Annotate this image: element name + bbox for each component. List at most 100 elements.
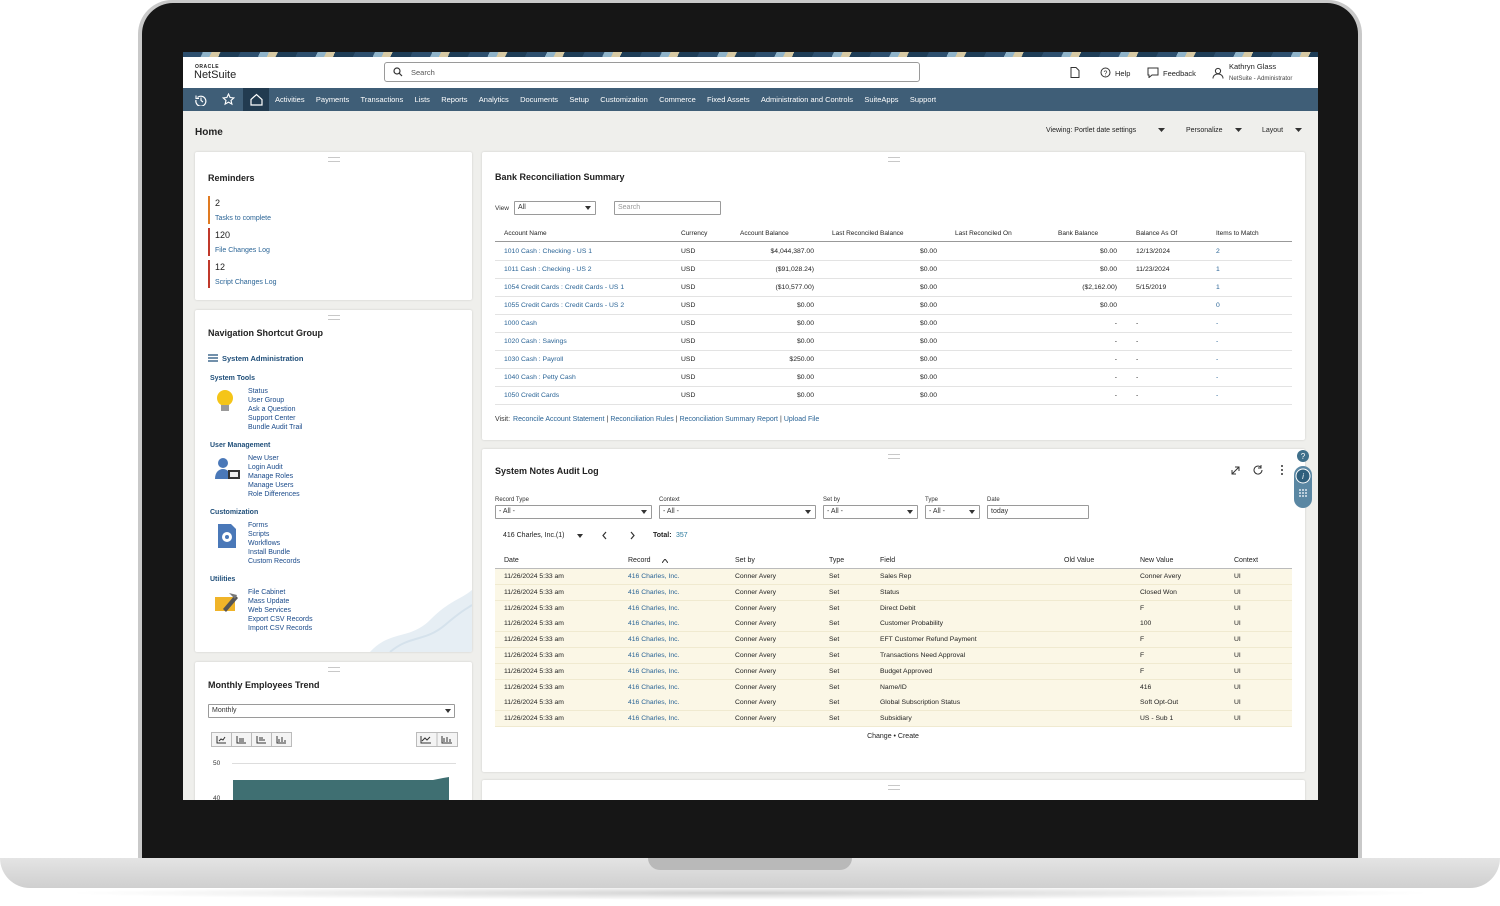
layout-menu[interactable]: Layout bbox=[1262, 127, 1284, 134]
cell[interactable]: 0 bbox=[1216, 302, 1220, 309]
reminder-label[interactable]: Tasks to complete bbox=[215, 215, 272, 222]
feedback-link[interactable]: Feedback bbox=[1163, 69, 1196, 78]
reminder-count[interactable]: 2 bbox=[215, 198, 221, 208]
shortcut-link[interactable]: Import CSV Records bbox=[248, 625, 313, 632]
document-icon[interactable] bbox=[1070, 67, 1080, 78]
shortcut-link[interactable]: Manage Roles bbox=[248, 473, 294, 480]
feedback-icon[interactable] bbox=[1147, 67, 1159, 78]
shortcut-link[interactable]: Export CSV Records bbox=[248, 616, 313, 623]
shortcut-link[interactable]: Ask a Question bbox=[248, 406, 296, 413]
record-link[interactable]: 416 Charles, Inc. bbox=[628, 715, 680, 723]
viewing-menu[interactable]: Viewing: Portlet date settings bbox=[1046, 127, 1137, 134]
drag-handle[interactable] bbox=[887, 454, 900, 459]
home-tab[interactable] bbox=[243, 88, 269, 111]
nav-item[interactable]: Support bbox=[909, 95, 937, 104]
portlet-actions[interactable] bbox=[1230, 464, 1300, 476]
cell[interactable]: 1 bbox=[1216, 284, 1220, 291]
nav-item[interactable]: Analytics bbox=[478, 95, 509, 104]
drag-handle[interactable] bbox=[887, 157, 900, 162]
nav-item[interactable]: SuiteApps bbox=[864, 95, 899, 104]
reminder-label[interactable]: Script Changes Log bbox=[215, 279, 277, 286]
record-link[interactable]: 416 Charles, Inc. bbox=[628, 683, 680, 691]
nav-item[interactable]: Activities bbox=[275, 95, 305, 104]
account-link[interactable]: 1030 Cash : Payroll bbox=[504, 356, 564, 363]
cell[interactable]: - bbox=[1216, 356, 1219, 363]
nav-item[interactable]: Documents bbox=[520, 95, 559, 104]
shortcut-link[interactable]: Web Services bbox=[248, 607, 292, 614]
recent-icon[interactable] bbox=[195, 94, 207, 106]
account-link[interactable]: 1010 Cash : Checking - US 1 bbox=[504, 248, 593, 255]
record-link[interactable]: 416 Charles, Inc. bbox=[628, 699, 680, 707]
shortcut-link[interactable]: Forms bbox=[248, 522, 268, 529]
logo[interactable]: NetSuite bbox=[194, 69, 237, 81]
filter-select[interactable]: today bbox=[987, 505, 1089, 519]
bank-search[interactable]: Search bbox=[614, 201, 721, 215]
account-link[interactable]: 1000 Cash bbox=[504, 320, 537, 327]
nav-item[interactable]: Administration and Controls bbox=[760, 95, 854, 104]
shortcut-link[interactable]: Login Audit bbox=[248, 464, 283, 471]
account-link[interactable]: 1040 Cash : Petty Cash bbox=[504, 374, 576, 381]
nav-item[interactable]: Fixed Assets bbox=[707, 95, 750, 104]
shortcut-link[interactable]: Manage Users bbox=[248, 482, 294, 489]
shortcut-link[interactable]: Install Bundle bbox=[248, 549, 291, 556]
visit-link[interactable]: Upload File bbox=[783, 416, 820, 423]
company-select[interactable]: 416 Charles, Inc.(1) bbox=[503, 532, 565, 539]
cell[interactable]: - bbox=[1216, 338, 1219, 345]
drag-handle[interactable] bbox=[327, 157, 340, 162]
cell[interactable]: 2 bbox=[1216, 248, 1220, 255]
sort-indicator[interactable] bbox=[662, 559, 668, 563]
cell[interactable]: - bbox=[1216, 320, 1219, 327]
nav-item[interactable]: Payments bbox=[315, 95, 350, 104]
shortcut-link[interactable]: Scripts bbox=[248, 531, 270, 538]
user-name[interactable]: Kathryn Glass bbox=[1229, 62, 1277, 71]
shortcut-link[interactable]: Role Differences bbox=[248, 491, 300, 498]
help-icon[interactable]: ? bbox=[1100, 67, 1111, 78]
drag-handle[interactable] bbox=[327, 667, 340, 672]
shortcut-group[interactable]: System Administration bbox=[222, 354, 304, 363]
account-link[interactable]: 1050 Credit Cards bbox=[504, 392, 560, 399]
nav-item[interactable]: Lists bbox=[414, 95, 430, 104]
search-box[interactable]: Search bbox=[384, 62, 920, 82]
shortcut-link[interactable]: Support Center bbox=[248, 415, 296, 422]
visit-link[interactable]: Reconciliation Summary Report bbox=[679, 416, 779, 423]
user-icon[interactable] bbox=[1212, 67, 1224, 79]
drag-handle[interactable] bbox=[887, 785, 900, 790]
record-link[interactable]: 416 Charles, Inc. bbox=[628, 573, 680, 580]
shortcut-link[interactable]: User Group bbox=[248, 397, 285, 404]
record-link[interactable]: 416 Charles, Inc. bbox=[628, 652, 680, 659]
reminder-label[interactable]: File Changes Log bbox=[215, 247, 270, 254]
cell[interactable]: - bbox=[1216, 392, 1219, 399]
shortcut-link[interactable]: Mass Update bbox=[248, 598, 290, 605]
cell[interactable]: - bbox=[1216, 374, 1219, 381]
account-link[interactable]: 1020 Cash : Savings bbox=[504, 338, 567, 345]
shortcut-link[interactable]: Custom Records bbox=[248, 558, 301, 565]
cell[interactable]: 1 bbox=[1216, 266, 1220, 273]
chart-type-buttons[interactable] bbox=[211, 732, 472, 748]
account-link[interactable]: 1054 Credit Cards : Credit Cards - US 1 bbox=[504, 284, 625, 291]
nav-item[interactable]: Customization bbox=[600, 95, 648, 104]
account-link[interactable]: 1011 Cash : Checking - US 2 bbox=[504, 266, 592, 273]
view-select[interactable]: All bbox=[514, 201, 596, 215]
personalize-menu[interactable]: Personalize bbox=[1186, 127, 1223, 134]
filter-select[interactable]: - All - bbox=[823, 505, 918, 519]
shortcut-link[interactable]: Status bbox=[248, 388, 268, 395]
nav-item[interactable]: Reports bbox=[441, 95, 468, 104]
pager-arrows[interactable] bbox=[601, 531, 641, 540]
nav-item[interactable]: Setup bbox=[569, 95, 589, 104]
side-widget[interactable]: ? i bbox=[1291, 448, 1315, 510]
nav-item[interactable]: Transactions bbox=[360, 95, 404, 104]
shortcut-link[interactable]: New User bbox=[248, 455, 279, 462]
favorites-icon[interactable] bbox=[222, 93, 235, 106]
visit-link[interactable]: Reconcile Account Statement bbox=[513, 416, 605, 423]
help-link[interactable]: Help bbox=[1115, 69, 1131, 78]
filter-select[interactable]: - All - bbox=[925, 505, 980, 519]
period-select[interactable]: Monthly bbox=[208, 704, 455, 718]
shortcut-link[interactable]: Bundle Audit Trail bbox=[248, 424, 303, 431]
record-link[interactable]: 416 Charles, Inc. bbox=[628, 588, 680, 596]
drag-handle[interactable] bbox=[327, 315, 340, 320]
record-link[interactable]: 416 Charles, Inc. bbox=[628, 667, 680, 675]
filter-select[interactable]: - All - bbox=[659, 505, 816, 519]
record-link[interactable]: 416 Charles, Inc. bbox=[628, 620, 680, 628]
nav-item[interactable]: Commerce bbox=[659, 95, 696, 104]
account-link[interactable]: 1055 Credit Cards : Credit Cards - US 2 bbox=[504, 302, 625, 309]
